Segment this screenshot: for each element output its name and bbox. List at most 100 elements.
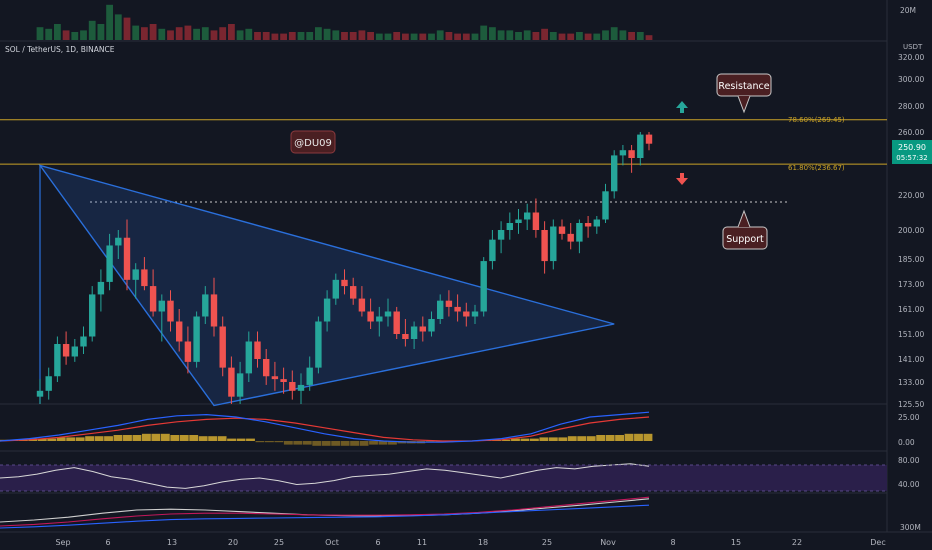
volume-bar bbox=[149, 24, 157, 40]
candle-body bbox=[532, 212, 540, 230]
rsi-axis: 80.00 40.00 bbox=[898, 456, 920, 489]
macd-histogram-bar bbox=[56, 437, 66, 441]
bottom-line-sma_white bbox=[0, 498, 650, 523]
macd-histogram-bar bbox=[388, 441, 397, 445]
candle-body bbox=[637, 134, 644, 158]
volume-bar bbox=[480, 25, 488, 40]
candle-body bbox=[584, 223, 592, 227]
volume-bar bbox=[462, 33, 470, 40]
volume-bar bbox=[445, 32, 453, 40]
candle-body bbox=[384, 311, 392, 317]
candle-body bbox=[115, 237, 122, 246]
macd-histogram-bar bbox=[179, 435, 189, 441]
volume-bar bbox=[567, 33, 575, 40]
rsi-line bbox=[0, 463, 650, 489]
date-tick-label: Oct bbox=[325, 538, 339, 547]
price-tick-label: 185.00 bbox=[898, 255, 924, 264]
volume-bar bbox=[619, 30, 627, 40]
rsi-tick-label: 40.00 bbox=[898, 480, 920, 489]
volume-bar bbox=[236, 30, 244, 40]
candle-body bbox=[550, 226, 557, 262]
volume-bar bbox=[193, 28, 200, 40]
date-tick-label: 25 bbox=[542, 538, 552, 547]
date-tick-label: Dec bbox=[870, 538, 885, 547]
volume-bar bbox=[80, 30, 87, 40]
volume-axis-label: 20M bbox=[900, 6, 916, 15]
time-axis[interactable]: Sep 6 13 20 25 Oct 6 11 18 25 Nov 8 15 22 Dec bbox=[55, 538, 885, 547]
fib-786-label: 78.60%(269.45) bbox=[788, 116, 845, 124]
candle-body bbox=[358, 298, 366, 312]
volume-bar bbox=[515, 32, 522, 40]
macd-histogram-bar bbox=[170, 435, 180, 441]
volume-bar bbox=[114, 14, 122, 40]
volume-bar bbox=[628, 32, 635, 40]
volume-bar bbox=[62, 30, 70, 40]
candle-body bbox=[184, 341, 192, 362]
support-text: Support bbox=[726, 234, 764, 245]
macd-histogram-bar bbox=[548, 437, 558, 441]
candle-body bbox=[541, 230, 548, 262]
candle-body bbox=[141, 269, 148, 287]
candle-body bbox=[315, 321, 322, 368]
date-tick-label: 22 bbox=[792, 538, 802, 547]
volume-bar bbox=[349, 32, 357, 40]
macd-histogram-bar bbox=[236, 438, 246, 441]
candle-body bbox=[306, 367, 313, 385]
candle-body bbox=[463, 311, 470, 317]
candle-body bbox=[445, 300, 453, 307]
candle-body bbox=[245, 341, 252, 374]
price-tick-label: 133.00 bbox=[898, 378, 924, 387]
volume-bar bbox=[45, 28, 53, 40]
macd-signal-line bbox=[0, 416, 650, 442]
volume-bar bbox=[497, 30, 505, 40]
bottom-line-sma_blue bbox=[0, 504, 650, 529]
macd-histogram-bar bbox=[189, 435, 199, 441]
volume-bar bbox=[219, 27, 227, 40]
volume-bar bbox=[593, 33, 601, 40]
candle-body bbox=[454, 306, 461, 312]
candle-body bbox=[71, 346, 78, 357]
bottom-pane bbox=[0, 496, 650, 529]
volume-bar bbox=[297, 32, 305, 40]
last-price: 250.90 bbox=[898, 143, 926, 152]
candle-body bbox=[341, 279, 348, 287]
macd-histogram-bar bbox=[511, 438, 520, 441]
macd-histogram-bar bbox=[37, 438, 47, 441]
candle-body bbox=[645, 134, 653, 144]
volume-bar bbox=[167, 30, 174, 40]
macd-histogram-bar bbox=[113, 435, 123, 441]
candle-body bbox=[376, 316, 383, 322]
volume-bar bbox=[419, 33, 427, 40]
macd-histogram-bar bbox=[577, 436, 587, 441]
volume-bar bbox=[645, 35, 653, 40]
macd-histogram-bar bbox=[596, 435, 606, 441]
volume-bar bbox=[410, 33, 418, 40]
candle-body bbox=[611, 155, 618, 192]
candle-body bbox=[350, 286, 357, 299]
volume-bar bbox=[280, 33, 287, 40]
candle-body bbox=[254, 341, 261, 359]
macd-histogram-bar bbox=[520, 438, 530, 441]
support-callout[interactable]: Support bbox=[722, 209, 768, 250]
price-tick-label: 320.00 bbox=[898, 53, 924, 62]
macd-histogram-bar bbox=[217, 436, 227, 441]
volume-bar bbox=[375, 33, 383, 40]
candle-body bbox=[123, 237, 131, 280]
date-tick-label: 11 bbox=[417, 538, 427, 547]
volume-bar bbox=[576, 32, 583, 40]
candle-body bbox=[210, 294, 218, 327]
volume-bar bbox=[454, 33, 461, 40]
price-tick-label: 141.00 bbox=[898, 355, 924, 364]
volume-bar bbox=[54, 24, 61, 40]
macd-histogram-bar bbox=[283, 441, 293, 445]
macd-tick-label: 25.00 bbox=[898, 413, 920, 422]
candle-body bbox=[263, 359, 270, 377]
resistance-callout[interactable]: Resistance bbox=[716, 73, 772, 114]
macd-histogram-bar bbox=[605, 435, 615, 441]
volume-bar bbox=[184, 25, 192, 40]
candle-body bbox=[628, 150, 635, 158]
price-tick-label: 125.50 bbox=[898, 400, 924, 409]
volume-bar bbox=[71, 32, 79, 40]
price-axis[interactable]: 320.00300.00280.00260.00240.00220.00200.… bbox=[898, 53, 924, 409]
